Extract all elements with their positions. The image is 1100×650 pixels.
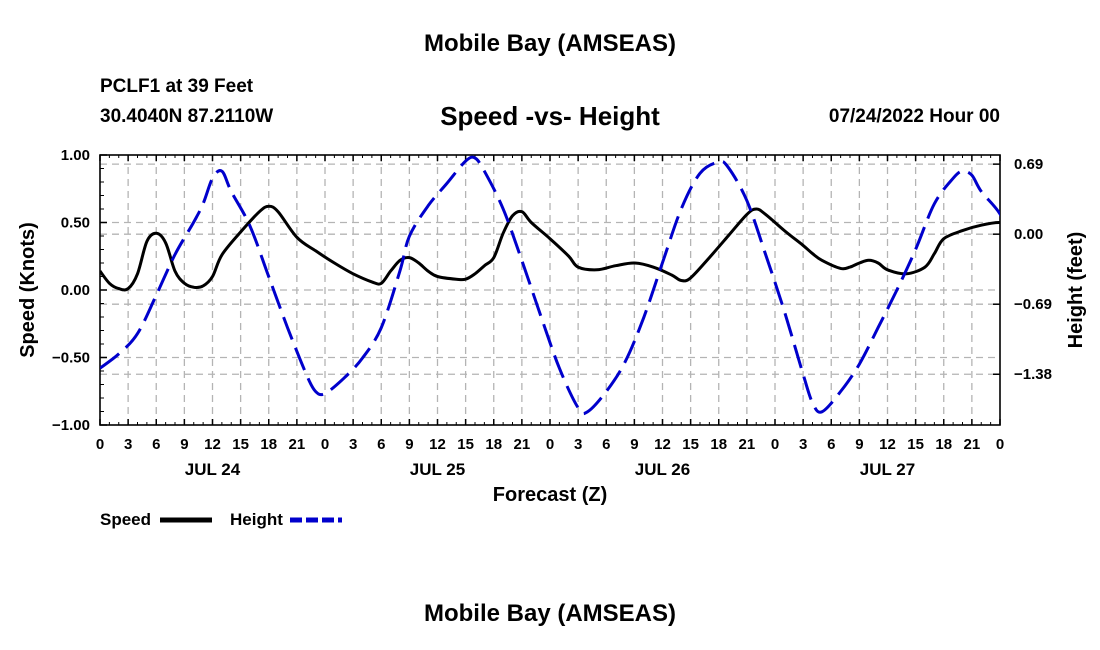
y-tick-label: 0.00 bbox=[61, 282, 90, 299]
y2-tick-label: −1.38 bbox=[1014, 366, 1052, 383]
x-tick-label: 0 bbox=[996, 436, 1004, 453]
x-tick-label: 6 bbox=[602, 436, 610, 453]
x-axis-title: Forecast (Z) bbox=[493, 484, 607, 506]
x-tick-label: 21 bbox=[964, 436, 981, 453]
y2-tick-label: 0.00 bbox=[1014, 226, 1043, 243]
x-tick-label: 9 bbox=[855, 436, 863, 453]
x-tick-label: 9 bbox=[630, 436, 638, 453]
station-label: PCLF1 at 39 Feet bbox=[100, 76, 254, 97]
x-tick-label: 3 bbox=[349, 436, 357, 453]
x-tick-label: 0 bbox=[771, 436, 779, 453]
series-group bbox=[100, 155, 1000, 416]
chart-subtitle: Speed -vs- Height bbox=[440, 101, 660, 131]
x-tick-label: 15 bbox=[907, 436, 924, 453]
x-tick-label: 12 bbox=[879, 436, 896, 453]
y-tick-label: 1.00 bbox=[61, 147, 90, 164]
x-tick-label: 12 bbox=[654, 436, 671, 453]
x-day-label: JUL 26 bbox=[635, 460, 690, 479]
x-tick-label: 0 bbox=[546, 436, 554, 453]
x-day-label: JUL 27 bbox=[860, 460, 915, 479]
y2-tick-label: 0.69 bbox=[1014, 156, 1043, 173]
series-line-height bbox=[100, 155, 1000, 416]
y2-tick-label: −0.69 bbox=[1014, 296, 1052, 313]
x-tick-label: 6 bbox=[827, 436, 835, 453]
x-tick-label: 0 bbox=[96, 436, 104, 453]
x-tick-label: 21 bbox=[289, 436, 306, 453]
x-tick-label: 12 bbox=[204, 436, 221, 453]
legend-label-height: Height bbox=[230, 510, 283, 529]
forecast-date-label: 07/24/2022 Hour 00 bbox=[828, 106, 1000, 127]
x-tick-label: 15 bbox=[682, 436, 699, 453]
y-tick-label: −0.50 bbox=[52, 350, 90, 367]
x-tick-label: 3 bbox=[574, 436, 582, 453]
footer-title: Mobile Bay (AMSEAS) bbox=[423, 600, 677, 627]
y-tick-label: 0.50 bbox=[61, 215, 90, 232]
chart-title: Mobile Bay (AMSEAS) bbox=[423, 30, 677, 57]
legend-label-speed: Speed bbox=[100, 510, 151, 529]
x-tick-label: 6 bbox=[377, 436, 385, 453]
x-tick-label: 0 bbox=[321, 436, 329, 453]
y-tick-label: −1.00 bbox=[52, 417, 90, 434]
x-tick-label: 6 bbox=[152, 436, 160, 453]
x-tick-label: 18 bbox=[935, 436, 952, 453]
y2-axis-title: Height (feet) bbox=[1065, 232, 1087, 349]
x-tick-label: 15 bbox=[232, 436, 249, 453]
x-tick-label: 3 bbox=[799, 436, 807, 453]
x-tick-label: 12 bbox=[429, 436, 446, 453]
x-tick-label: 21 bbox=[514, 436, 531, 453]
x-tick-label: 15 bbox=[457, 436, 474, 453]
y-axis-title: Speed (Knots) bbox=[17, 222, 39, 358]
coordinates-label: 30.4040N 87.2110W bbox=[100, 106, 274, 127]
x-tick-label: 18 bbox=[485, 436, 502, 453]
x-tick-label: 21 bbox=[739, 436, 756, 453]
x-day-label: JUL 24 bbox=[185, 460, 241, 479]
x-tick-label: 3 bbox=[124, 436, 132, 453]
x-tick-label: 9 bbox=[405, 436, 413, 453]
x-tick-label: 18 bbox=[710, 436, 727, 453]
x-tick-label: 18 bbox=[260, 436, 277, 453]
x-tick-label: 9 bbox=[180, 436, 188, 453]
x-day-label: JUL 25 bbox=[410, 460, 465, 479]
series-line-speed bbox=[100, 204, 1000, 292]
